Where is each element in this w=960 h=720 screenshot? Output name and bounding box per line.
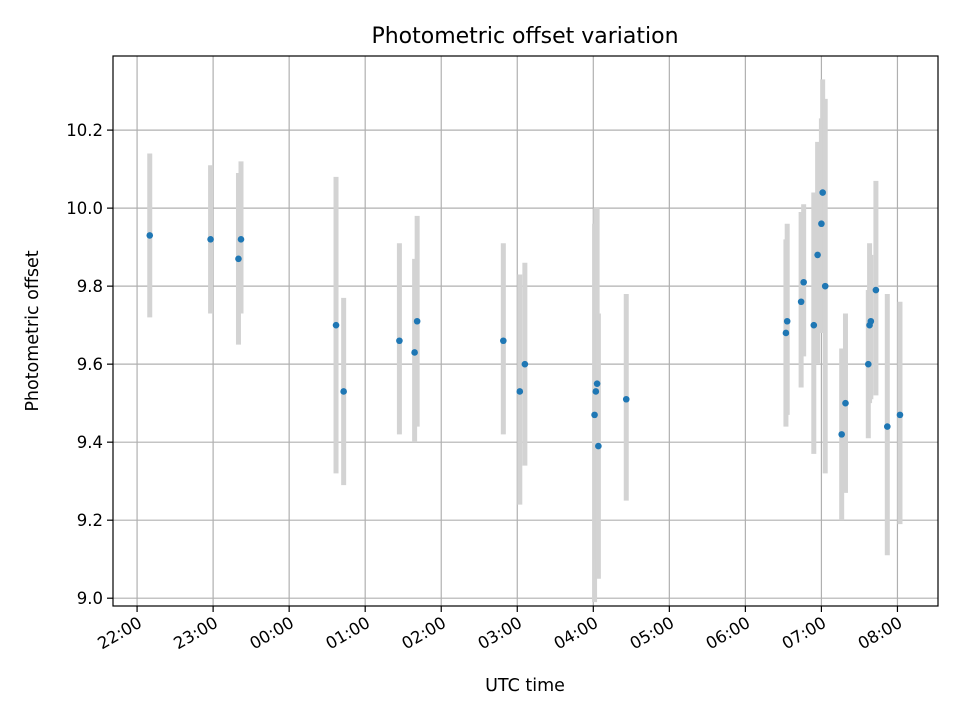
data-point: [867, 317, 875, 325]
y-tick-label: 9.2: [77, 511, 103, 530]
data-point: [413, 317, 421, 325]
data-point: [622, 395, 630, 403]
data-point: [595, 442, 602, 450]
data-point: [207, 236, 214, 243]
data-point: [797, 298, 805, 306]
data-point: [235, 255, 242, 263]
data-point: [411, 349, 418, 356]
data-point: [340, 388, 347, 395]
data-points: [146, 189, 904, 450]
data-point: [237, 236, 245, 243]
data-point: [818, 220, 825, 228]
y-tick-label: 9.8: [77, 277, 103, 296]
data-point: [800, 278, 807, 286]
data-point: [842, 399, 849, 407]
data-point: [521, 360, 529, 368]
data-point: [819, 189, 826, 196]
data-point: [591, 411, 598, 419]
y-tick-label: 10.2: [66, 121, 103, 140]
data-point: [821, 282, 829, 290]
chart-title: Photometric offset variation: [371, 24, 678, 49]
y-tick-label: 9.6: [77, 355, 103, 374]
data-point: [516, 388, 524, 395]
data-point: [592, 388, 600, 395]
y-tick-label: 9.4: [77, 433, 103, 452]
y-axis: 9.0 9.2 9.4 9.6 9.8 10.0 10.2: [66, 121, 113, 608]
data-point: [884, 423, 891, 430]
data-point: [864, 360, 872, 368]
data-point: [810, 321, 818, 329]
data-point: [872, 286, 880, 294]
data-point: [332, 321, 340, 329]
y-tick-label: 9.0: [77, 589, 103, 608]
y-axis-label: Photometric offset: [23, 250, 43, 411]
x-axis-label: UTC time: [485, 676, 565, 696]
data-point: [896, 411, 904, 419]
data-point: [814, 251, 821, 259]
data-point: [593, 380, 601, 387]
data-point: [146, 232, 154, 239]
plot-area-frame: [112, 55, 939, 607]
data-point: [782, 329, 790, 337]
data-point: [838, 431, 845, 438]
data-point: [396, 337, 403, 345]
data-point: [500, 337, 507, 345]
y-tick-label: 10.0: [66, 199, 103, 218]
data-point: [783, 317, 791, 325]
